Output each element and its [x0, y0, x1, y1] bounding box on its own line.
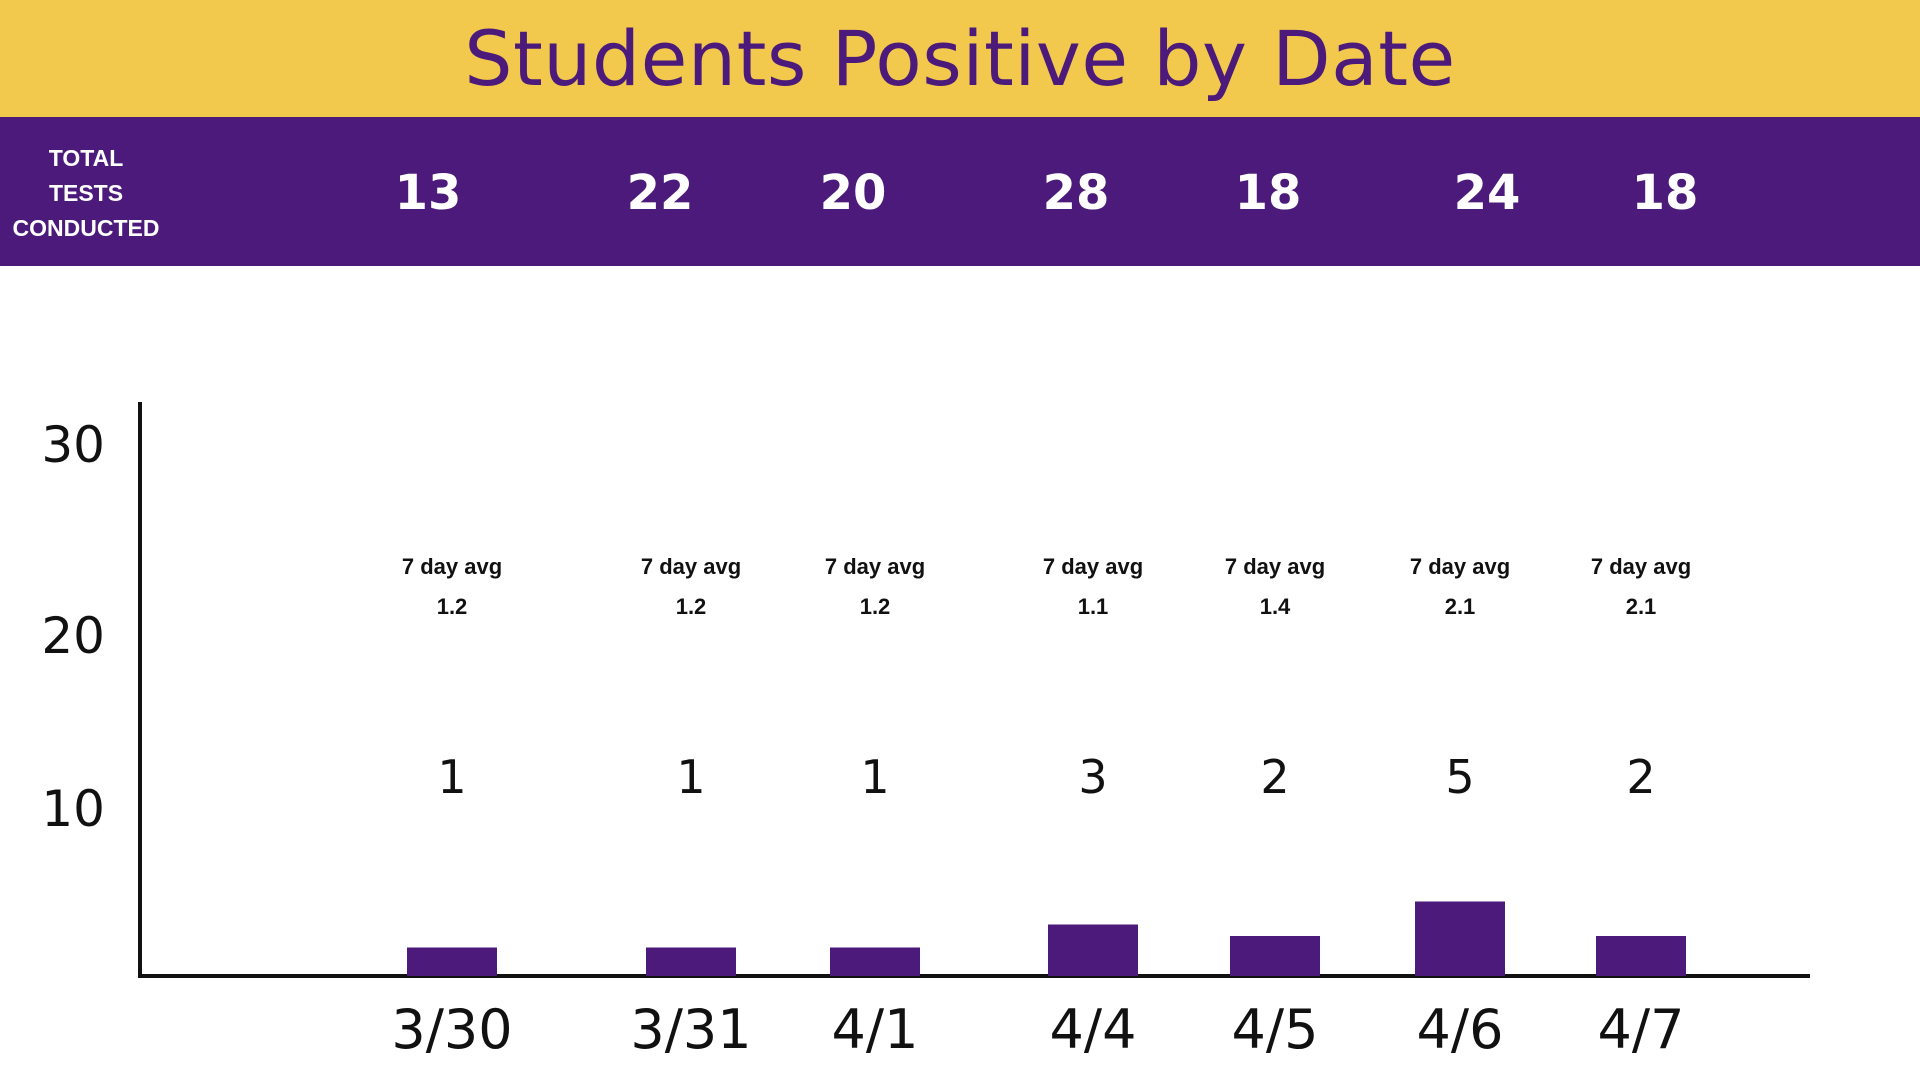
data-label: 2: [1626, 750, 1655, 804]
avg-label: 7 day avg: [402, 554, 502, 579]
avg-label: 7 day avg: [1043, 554, 1143, 579]
bar: [1415, 901, 1505, 976]
total-tests-value: 22: [626, 165, 694, 221]
avg-value: 1.2: [676, 594, 707, 619]
total-tests-bar: TOTAL TESTS CONDUCTED 13 22 20 28 18 24 …: [0, 117, 1920, 266]
x-tick-label: 4/1: [832, 998, 919, 1061]
x-tick-label: 4/6: [1417, 998, 1504, 1061]
total-tests-value: 13: [394, 165, 462, 221]
total-tests-value: 18: [1631, 165, 1699, 221]
y-tick-label: 10: [41, 780, 105, 838]
avg-value: 1.4: [1260, 594, 1291, 619]
bar: [1596, 936, 1686, 976]
bar: [1230, 936, 1320, 976]
data-label: 2: [1260, 750, 1289, 804]
bar-chart: 10 20 30 3/30 1 7 day avg 1.2 3/31 1 7 day avg 1.2…: [41, 402, 1810, 1061]
total-tests-label-line: CONDUCTED: [12, 215, 160, 241]
avg-label: 7 day avg: [1410, 554, 1510, 579]
avg-value: 2.1: [1626, 594, 1657, 619]
avg-label: 7 day avg: [1591, 554, 1691, 579]
y-tick-label: 30: [41, 416, 105, 474]
bar: [646, 947, 736, 976]
title-bar: Students Positive by Date: [0, 0, 1920, 117]
total-tests-value: 24: [1453, 165, 1521, 221]
x-tick-label: 3/30: [391, 998, 512, 1061]
data-label: 1: [860, 750, 889, 804]
x-tick-label: 4/7: [1598, 998, 1685, 1061]
x-tick-label: 4/5: [1232, 998, 1319, 1061]
total-tests-value: 20: [819, 165, 887, 221]
avg-value: 2.1: [1445, 594, 1476, 619]
data-label: 3: [1078, 750, 1107, 804]
bar: [407, 947, 497, 976]
total-tests-label: TOTAL TESTS CONDUCTED: [0, 141, 172, 246]
avg-value: 1.1: [1078, 594, 1109, 619]
total-tests-value: 18: [1234, 165, 1302, 221]
avg-label: 7 day avg: [825, 554, 925, 579]
x-tick-label: 3/31: [630, 998, 751, 1061]
total-tests-label-line: TOTAL: [48, 145, 124, 171]
bar: [1048, 924, 1138, 976]
total-tests-label-line: TESTS: [48, 180, 124, 206]
bar: [830, 947, 920, 976]
total-tests-value: 28: [1042, 165, 1110, 221]
data-label: 1: [437, 750, 466, 804]
y-tick-label: 20: [41, 607, 105, 665]
avg-value: 1.2: [437, 594, 468, 619]
avg-value: 1.2: [860, 594, 891, 619]
avg-label: 7 day avg: [641, 554, 741, 579]
data-label: 1: [676, 750, 705, 804]
data-label: 5: [1445, 750, 1474, 804]
x-tick-label: 4/4: [1050, 998, 1137, 1061]
chart-title: Students Positive by Date: [464, 14, 1456, 103]
avg-label: 7 day avg: [1225, 554, 1325, 579]
